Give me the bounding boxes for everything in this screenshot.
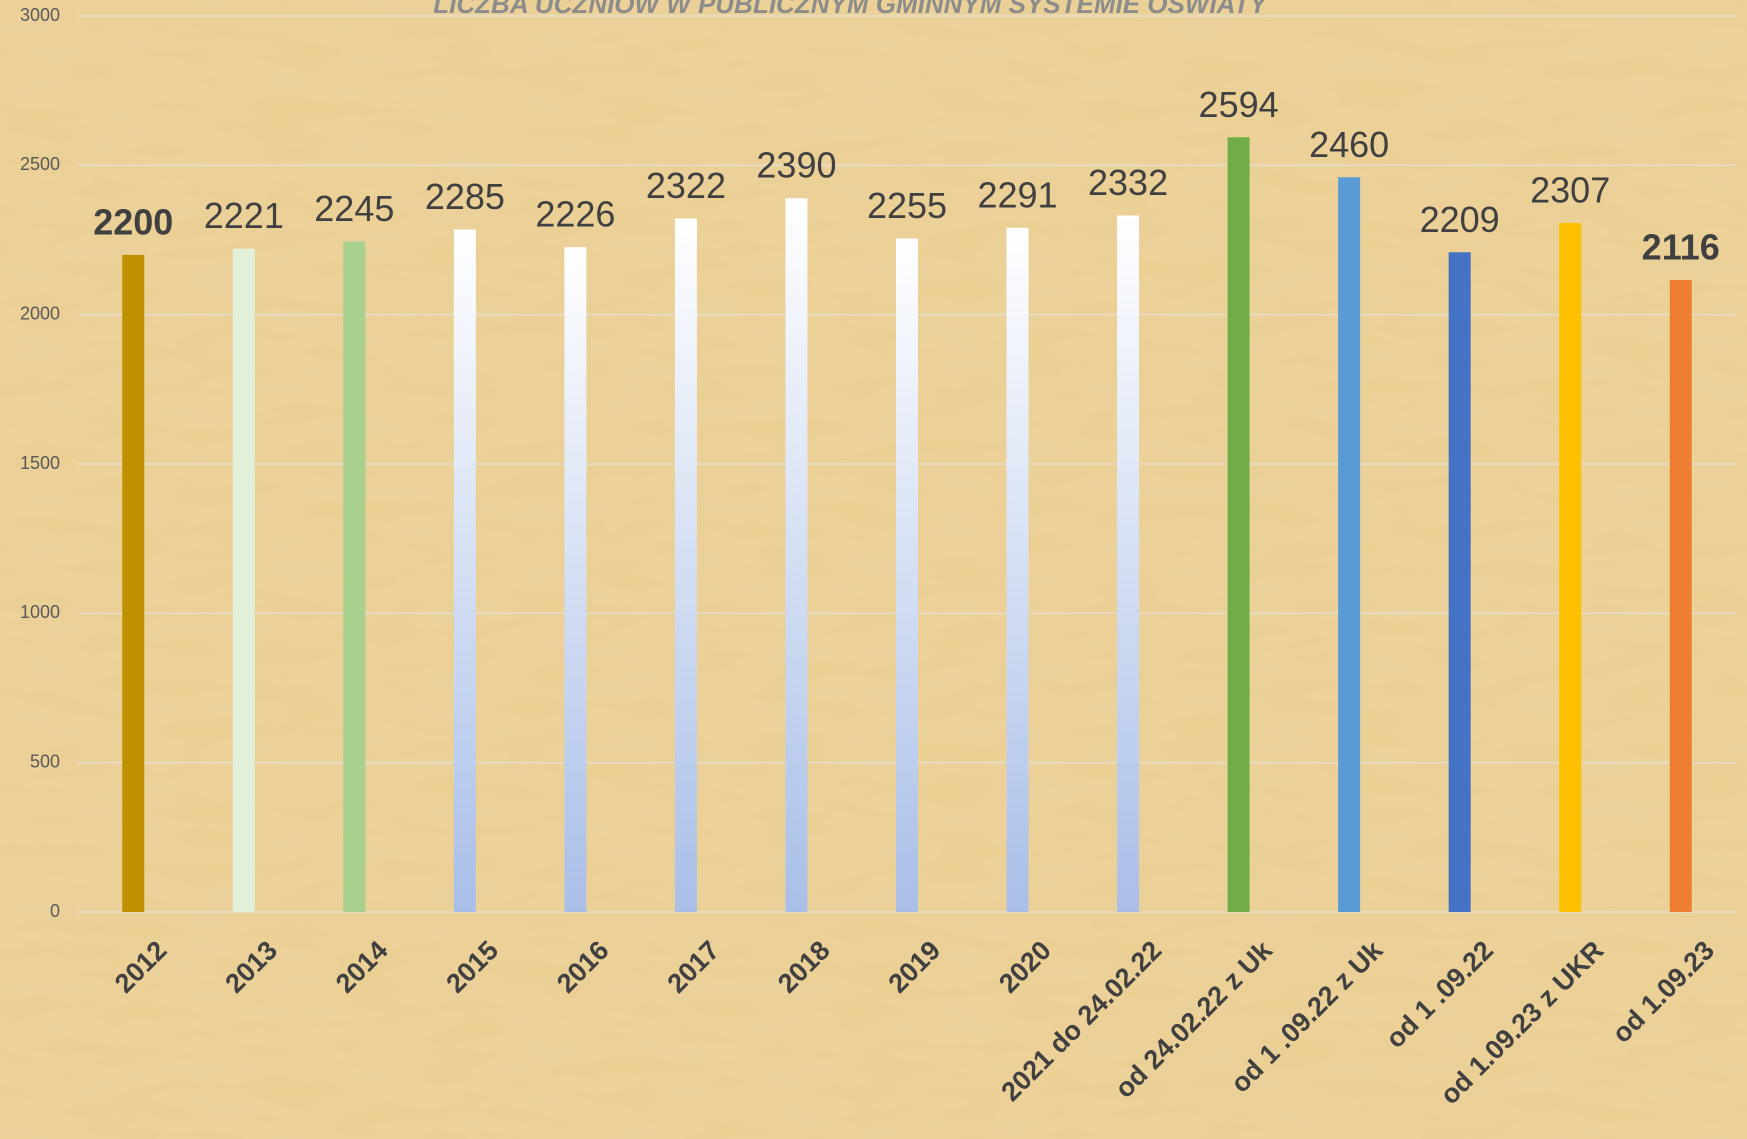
value-label: 2307 <box>1530 169 1610 210</box>
bar <box>122 254 145 912</box>
bar <box>896 238 918 913</box>
value-label: 2390 <box>756 145 836 186</box>
bar <box>232 248 255 913</box>
bar <box>453 229 476 913</box>
value-label: 2200 <box>93 201 173 242</box>
value-label: 2322 <box>646 165 726 206</box>
value-label: 2285 <box>425 176 505 217</box>
bar <box>1559 222 1582 912</box>
bar <box>564 247 587 913</box>
value-label: 2291 <box>977 174 1057 215</box>
y-tick-label: 2000 <box>20 303 60 323</box>
value-label: 2221 <box>204 195 284 236</box>
bar <box>1227 137 1250 912</box>
value-label: 2332 <box>1088 162 1168 203</box>
bar <box>1669 280 1692 912</box>
y-tick-label: 500 <box>30 751 60 771</box>
value-label: 2226 <box>535 194 615 235</box>
y-tick-label: 1500 <box>20 453 60 473</box>
bar <box>343 241 366 912</box>
value-label: 2245 <box>314 188 394 229</box>
value-label: 2460 <box>1309 124 1389 165</box>
bar <box>1117 215 1140 912</box>
value-label: 2209 <box>1420 199 1500 240</box>
value-label: 2116 <box>1642 227 1720 268</box>
bar <box>1338 177 1361 912</box>
y-tick-label: 3000 <box>20 5 60 25</box>
y-tick-label: 2500 <box>20 154 60 174</box>
y-tick-label: 1000 <box>20 602 60 622</box>
value-label: 2594 <box>1199 84 1279 125</box>
bar <box>1006 227 1029 913</box>
value-label: 2255 <box>867 185 947 226</box>
chart-title: LICZBA UCZNIÓW W PUBLICZNYM GMINNYM SYST… <box>433 0 1269 19</box>
bar <box>1448 252 1471 912</box>
y-tick-label: 0 <box>50 901 60 921</box>
bar <box>674 218 697 913</box>
bar <box>785 198 808 913</box>
